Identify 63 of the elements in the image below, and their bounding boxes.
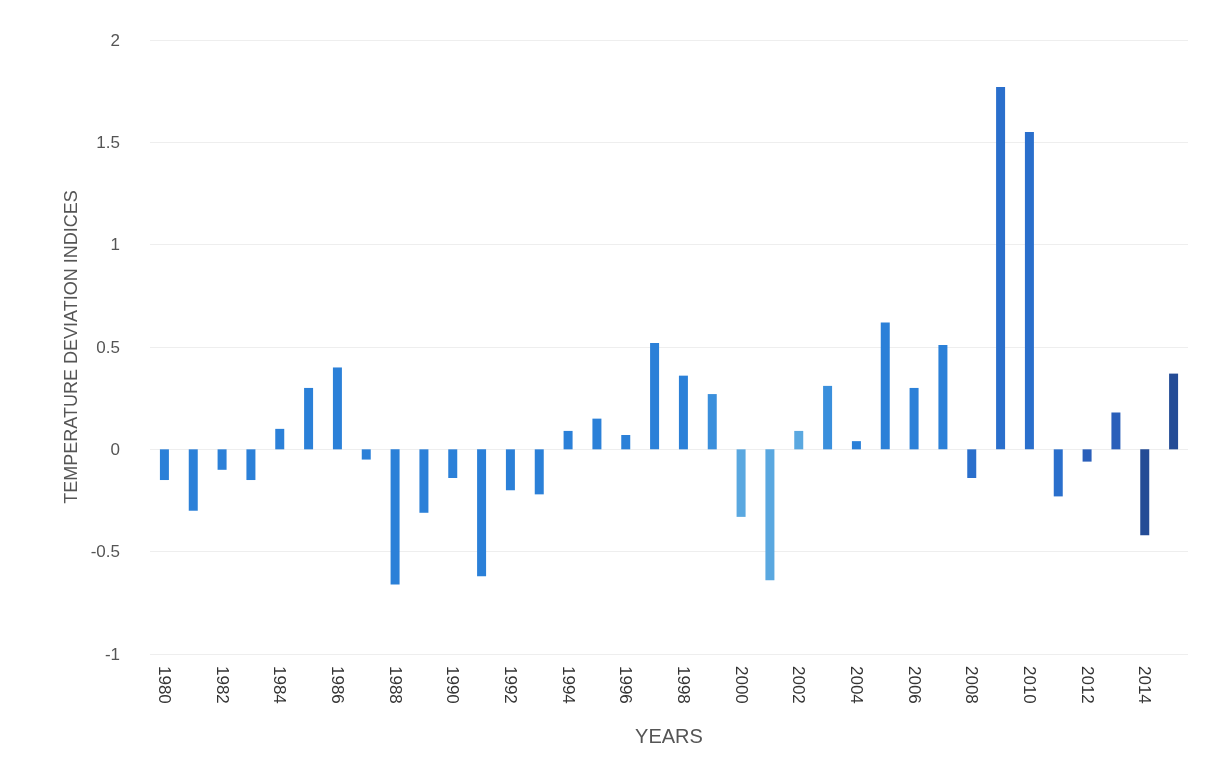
x-tick-label: 1998 — [673, 666, 693, 704]
y-tick-label: -1 — [104, 644, 120, 664]
x-tick-label: 1986 — [327, 666, 347, 704]
bar — [448, 449, 458, 478]
x-tick-label: 1984 — [270, 666, 290, 704]
bar — [1140, 449, 1150, 536]
bar — [361, 449, 371, 460]
bar — [678, 375, 688, 450]
y-tick-label: 2 — [110, 30, 120, 50]
y-tick-label: 0.5 — [96, 337, 120, 357]
x-axis-title: YEARS — [635, 725, 703, 747]
x-tick-label: 1996 — [616, 666, 636, 704]
bar — [967, 449, 977, 478]
bar — [1082, 449, 1092, 462]
bar — [1053, 449, 1063, 497]
bar — [217, 449, 227, 470]
bar — [621, 435, 631, 450]
bar — [1024, 132, 1034, 450]
bar — [707, 394, 717, 450]
x-tick-label: 2000 — [731, 666, 751, 704]
x-tick-label: 2006 — [904, 666, 924, 704]
bar — [650, 342, 660, 450]
y-tick-label: 0 — [110, 439, 120, 459]
x-tick-label: 1992 — [500, 666, 520, 704]
bar — [851, 441, 861, 450]
bar — [1169, 373, 1179, 450]
bar — [275, 428, 285, 450]
x-tick-label: 1980 — [154, 666, 174, 704]
x-tick-label: 2014 — [1135, 666, 1155, 704]
bar — [794, 430, 804, 450]
bar — [246, 449, 256, 481]
bar — [304, 387, 314, 450]
bar — [880, 322, 890, 450]
bar — [505, 449, 515, 491]
x-tick-label: 2004 — [846, 666, 866, 704]
bar — [909, 387, 919, 450]
bar — [332, 367, 342, 450]
bar — [419, 449, 429, 513]
x-tick-label: 1988 — [385, 666, 405, 704]
bar — [534, 449, 544, 495]
bar — [159, 449, 169, 481]
bar — [592, 418, 602, 450]
x-tick-label: 2012 — [1077, 666, 1097, 704]
y-tick-label: 1 — [110, 235, 120, 255]
bar — [996, 87, 1006, 450]
x-tick-label: 1990 — [443, 666, 463, 704]
bar — [390, 449, 400, 585]
y-axis-title: TEMPERATURE DEVIATION INDICES — [60, 190, 81, 504]
x-tick-label: 2008 — [962, 666, 982, 704]
y-tick-label: 1.5 — [96, 132, 120, 152]
bar — [1111, 412, 1121, 450]
bar — [736, 449, 746, 517]
bar — [938, 344, 948, 450]
x-tick-label: 2002 — [789, 666, 809, 704]
bar — [563, 430, 573, 450]
bar — [188, 449, 198, 511]
bar — [477, 449, 487, 577]
x-tick-label: 1994 — [558, 666, 578, 704]
x-tick-label: 1982 — [212, 666, 232, 704]
bar — [823, 385, 833, 450]
x-tick-label: 2010 — [1019, 666, 1039, 704]
bar — [765, 449, 775, 581]
y-tick-label: -0.5 — [90, 542, 120, 562]
